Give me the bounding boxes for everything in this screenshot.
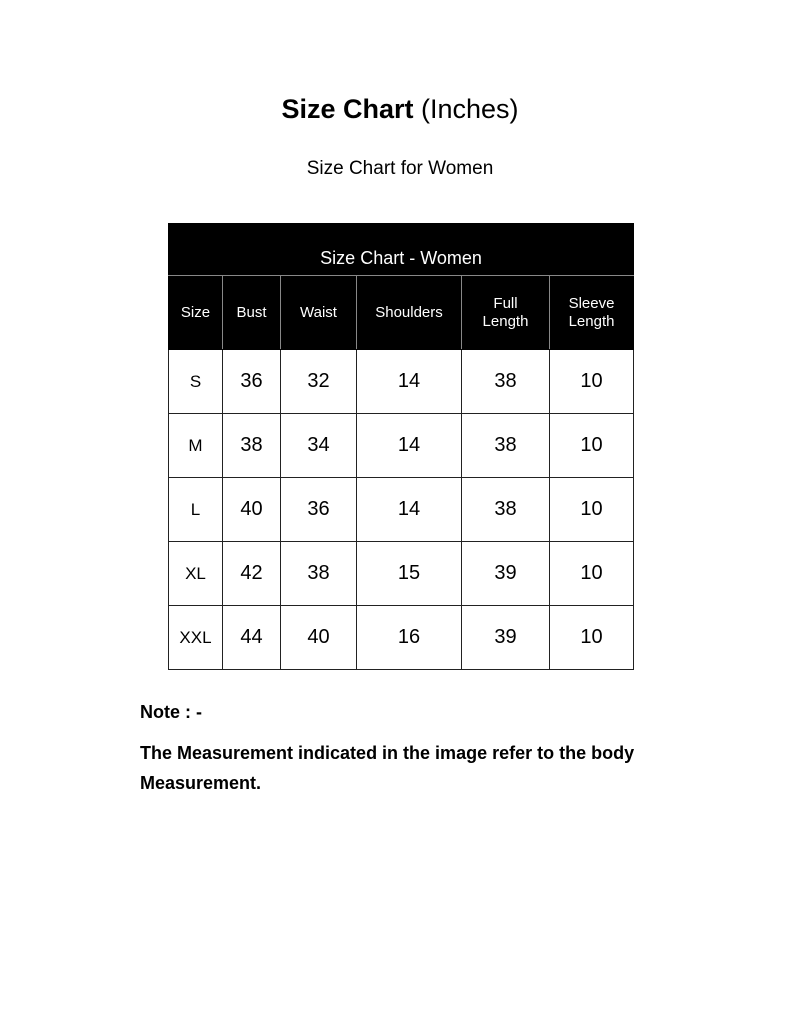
note-label: Note : - <box>140 702 202 722</box>
column-header: Waist <box>280 275 357 350</box>
column-header-text: Sleeve <box>568 294 615 312</box>
column-header: Full Length <box>461 275 550 350</box>
column-header: Size <box>168 275 223 350</box>
measurement-cell: 36 <box>222 349 281 414</box>
table-row: XXL 44 40 16 39 10 <box>168 605 635 670</box>
measurement-cell: 14 <box>356 349 462 414</box>
title-bold: Size Chart <box>281 94 414 124</box>
measurement-cell: 14 <box>356 413 462 478</box>
measurement-cell: 16 <box>356 605 462 670</box>
measurement-cell: 42 <box>222 541 281 606</box>
page-subtitle: Size Chart for Women <box>306 158 494 179</box>
measurement-cell: 36 <box>280 477 357 542</box>
measurement-cell: 15 <box>356 541 462 606</box>
measurement-cell: 38 <box>461 349 550 414</box>
measurement-cell: 10 <box>548 349 635 414</box>
page-title: Size Chart (Inches) <box>0 94 800 125</box>
table-row: M 38 34 14 38 10 <box>168 413 635 478</box>
column-header-text: Shoulders <box>375 303 443 321</box>
title-unit: (Inches) <box>421 94 519 124</box>
note-text: The Measurement indicated in the image r… <box>140 743 635 793</box>
column-header-text: Full <box>493 294 518 312</box>
size-cell: M <box>168 413 223 478</box>
table-body: S 36 32 14 38 10 M 38 34 14 38 10 L 40 36 14 38 10 XL 42 38 1… <box>168 349 635 670</box>
measurement-cell: 44 <box>222 605 281 670</box>
table-caption: Size Chart - Women <box>167 223 635 276</box>
measurement-cell: 38 <box>461 477 550 542</box>
size-cell: S <box>168 349 223 414</box>
column-header-text: Length <box>568 312 615 330</box>
measurement-cell: 10 <box>548 413 635 478</box>
column-header-text: Length <box>482 312 529 330</box>
measurement-cell: 10 <box>548 477 635 542</box>
size-chart-table: Size Chart - Women Size Bust Waist Shoulder… <box>167 223 635 670</box>
table-row: L 40 36 14 38 10 <box>168 477 635 542</box>
table-row: S 36 32 14 38 10 <box>168 349 635 414</box>
measurement-cell: 39 <box>461 605 550 670</box>
column-header: Bust <box>222 275 281 350</box>
column-header: Shoulders <box>356 275 462 350</box>
measurement-cell: 40 <box>280 605 357 670</box>
measurement-cell: 10 <box>548 541 635 606</box>
column-header: Sleeve Length <box>548 275 635 350</box>
measurement-cell: 40 <box>222 477 281 542</box>
column-header-text: Size <box>180 303 211 321</box>
measurement-cell: 34 <box>280 413 357 478</box>
measurement-cell: 32 <box>280 349 357 414</box>
column-header-text: Bust <box>236 303 267 321</box>
measurement-cell: 10 <box>548 605 635 670</box>
column-header-text: Waist <box>300 303 337 321</box>
header-row: Size Bust Waist Shoulders Full Length Sleeve Le… <box>168 275 635 350</box>
table-row: XL 42 38 15 39 10 <box>168 541 635 606</box>
measurement-cell: 39 <box>461 541 550 606</box>
size-cell: XXL <box>168 605 223 670</box>
measurement-cell: 38 <box>461 413 550 478</box>
measurement-cell: 38 <box>222 413 281 478</box>
measurement-cell: 38 <box>280 541 357 606</box>
size-cell: XL <box>168 541 223 606</box>
measurement-cell: 14 <box>356 477 462 542</box>
size-cell: L <box>168 477 223 542</box>
